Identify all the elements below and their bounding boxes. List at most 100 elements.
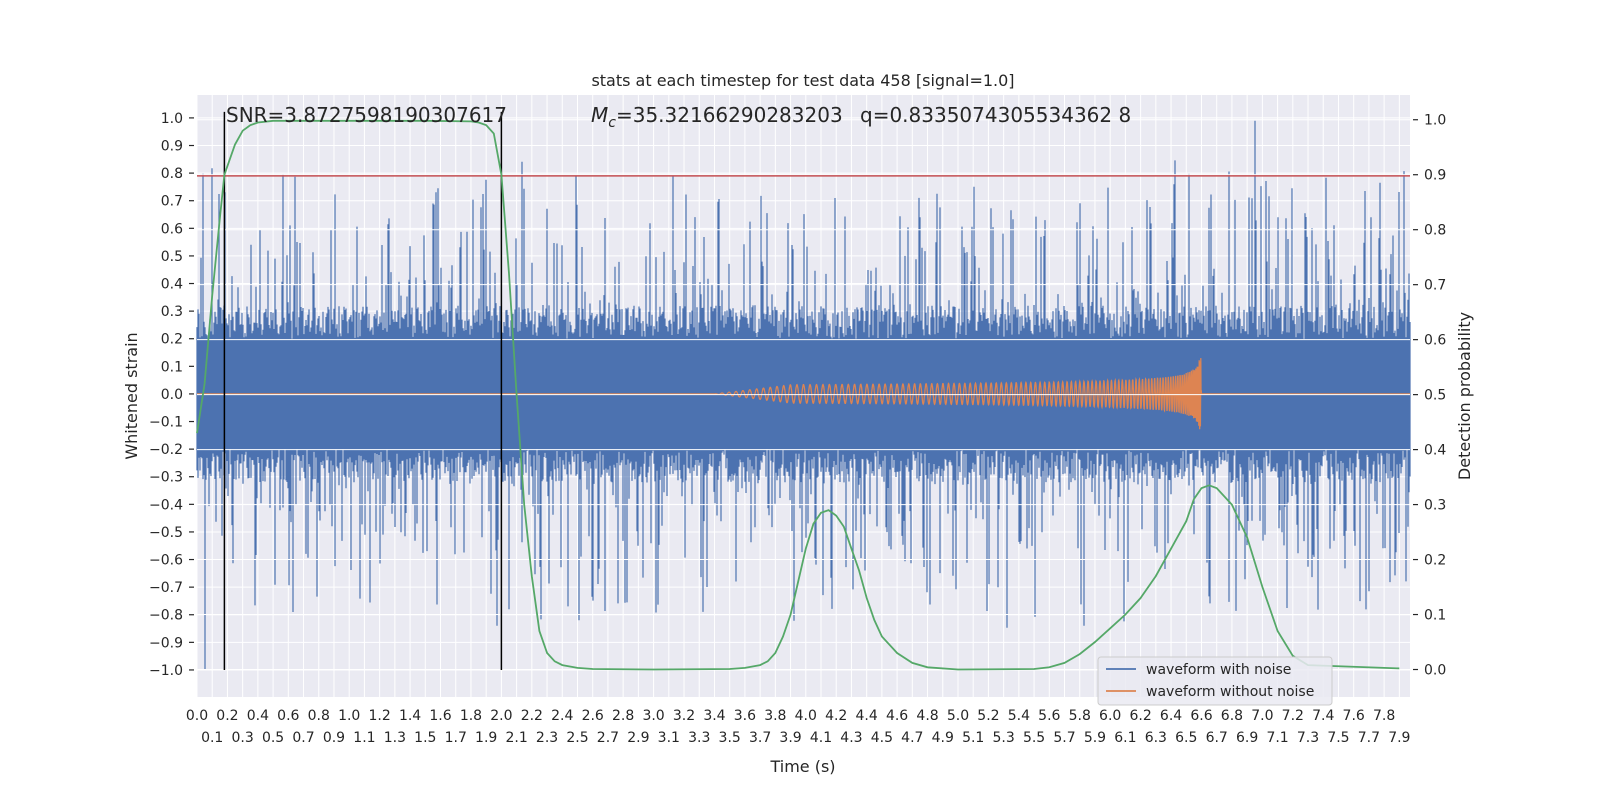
right-y-tick-label: 0.7 xyxy=(1424,278,1446,294)
x-tick-label: 6.3 xyxy=(1145,730,1167,746)
x-tick-label: 7.4 xyxy=(1312,708,1334,724)
x-tick-label: 5.6 xyxy=(1038,708,1060,724)
x-tick-label: 4.1 xyxy=(810,730,832,746)
x-tick-label: 5.4 xyxy=(1008,708,1030,724)
x-tick-label: 7.2 xyxy=(1282,708,1304,724)
x-tick-label: 6.8 xyxy=(1221,708,1243,724)
chart-title: stats at each timestep for test data 458… xyxy=(591,71,1014,90)
y-tick-label: −0.6 xyxy=(149,553,183,569)
right-y-tick-labels: 0.0 0.1 0.2 0.3 0.4 0.5 0.6 0.7 0.8 0.9 1.0 xyxy=(1413,113,1446,679)
right-y-tick-label: 0.4 xyxy=(1424,443,1446,459)
vertical-markers xyxy=(223,111,503,670)
y-tick-labels: −1.0 −0.9 −0.8 −0.7 −0.6 −0.5 −0.4 −0.3 −0.2 −0.1… xyxy=(149,111,194,679)
legend-label-clean: waveform without noise xyxy=(1146,684,1314,700)
x-tick-label: 4.3 xyxy=(840,730,862,746)
right-y-tick-label: 0.1 xyxy=(1424,608,1446,624)
x-tick-label: 1.6 xyxy=(429,708,451,724)
x-tick-label: 4.7 xyxy=(901,730,923,746)
y-tick-label: −0.8 xyxy=(149,608,183,624)
x-tick-label: 1.1 xyxy=(353,730,375,746)
x-tick-label: 2.7 xyxy=(597,730,619,746)
x-tick-label: 7.6 xyxy=(1343,708,1365,724)
x-tick-label: 5.7 xyxy=(1053,730,1075,746)
y-tick-label: 0.0 xyxy=(161,387,183,403)
x-tick-label: 5.1 xyxy=(962,730,984,746)
x-tick-label: 1.0 xyxy=(338,708,360,724)
x-tick-label: 3.9 xyxy=(779,730,801,746)
series-waveform-without-noise xyxy=(197,358,1410,430)
x-tick-label: 1.4 xyxy=(399,708,421,724)
x-tick-label: 6.2 xyxy=(1129,708,1151,724)
y-tick-label: 1.0 xyxy=(161,111,183,127)
x-tick-label: 5.9 xyxy=(1084,730,1106,746)
x-tick-label: 3.0 xyxy=(642,708,664,724)
x-tick-label: 7.8 xyxy=(1373,708,1395,724)
x-tick-label: 7.1 xyxy=(1266,730,1288,746)
x-tick-label: 5.3 xyxy=(993,730,1015,746)
series-detection-probability xyxy=(196,119,1400,671)
x-tick-label: 2.1 xyxy=(505,730,527,746)
y-tick-label: 0.7 xyxy=(161,194,183,210)
x-tick-label: 2.5 xyxy=(566,730,588,746)
x-tick-label: 2.8 xyxy=(612,708,634,724)
mc-value: =35.32166290283203 xyxy=(616,103,843,127)
y-tick-label: −0.2 xyxy=(149,442,183,458)
y-tick-label: −1.0 xyxy=(149,663,183,679)
mc-symbol: M xyxy=(591,103,608,127)
x-tick-label: 3.2 xyxy=(673,708,695,724)
x-tick-label: 0.3 xyxy=(232,730,254,746)
x-tick-label: 0.9 xyxy=(323,730,345,746)
x-tick-label: 7.9 xyxy=(1388,730,1410,746)
x-tick-label: 6.7 xyxy=(1206,730,1228,746)
x-tick-label: 6.6 xyxy=(1190,708,1212,724)
x-tick-label: 3.3 xyxy=(688,730,710,746)
x-tick-label: 5.2 xyxy=(977,708,999,724)
legend-label-noise: waveform with noise xyxy=(1146,662,1291,678)
x-tick-label: 3.4 xyxy=(703,708,725,724)
right-y-tick-label: 1.0 xyxy=(1424,113,1446,129)
x-tick-label: 7.0 xyxy=(1251,708,1273,724)
mc-annotation: Mc=35.32166290283203 xyxy=(591,103,843,131)
x-tick-label: 0.2 xyxy=(216,708,238,724)
x-tick-label: 1.3 xyxy=(384,730,406,746)
right-y-tick-label: 0.2 xyxy=(1424,553,1446,569)
y-axis-label: Whitened strain xyxy=(122,332,141,459)
x-tick-label: 4.8 xyxy=(916,708,938,724)
y-tick-label: 0.1 xyxy=(161,359,183,375)
y-tick-label: −0.7 xyxy=(149,580,183,596)
y-tick-label: 0.4 xyxy=(161,277,183,293)
y-tick-label: 0.9 xyxy=(161,139,183,155)
x-tick-labels: 0.0 0.1 0.2 0.3 0.4 0.5 0.6 0.7 0.8 0.9 1.0 1.1 1.2 1… xyxy=(186,708,1411,746)
x-tick-label: 4.2 xyxy=(825,708,847,724)
x-tick-label: 7.5 xyxy=(1327,730,1349,746)
x-tick-label: 0.8 xyxy=(308,708,330,724)
x-tick-label: 1.5 xyxy=(414,730,436,746)
y-tick-label: −0.9 xyxy=(149,635,183,651)
legend-box xyxy=(1097,656,1333,706)
legend: waveform with noise waveform without noi… xyxy=(1097,656,1333,706)
snr-annotation: SNR=3.8727598190307617 xyxy=(226,103,507,127)
mc-subscript: c xyxy=(608,115,616,131)
x-tick-label: 0.4 xyxy=(247,708,269,724)
x-tick-label: 5.0 xyxy=(947,708,969,724)
right-y-tick-label: 0.3 xyxy=(1424,498,1446,514)
x-tick-label: 3.8 xyxy=(764,708,786,724)
y-tick-label: −0.5 xyxy=(149,525,183,541)
overlap-annotation: q=0.8335074305534362 8 xyxy=(860,103,1131,127)
x-tick-label: 5.5 xyxy=(1023,730,1045,746)
x-tick-label: 0.0 xyxy=(186,708,208,724)
x-tick-label: 3.6 xyxy=(734,708,756,724)
y-tick-label: −0.1 xyxy=(149,415,183,431)
right-y-tick-label: 0.8 xyxy=(1424,223,1446,239)
x-tick-label: 4.6 xyxy=(886,708,908,724)
x-tick-label: 6.4 xyxy=(1160,708,1182,724)
x-tick-label: 0.1 xyxy=(201,730,223,746)
x-tick-label: 6.9 xyxy=(1236,730,1258,746)
x-axis-label: Time (s) xyxy=(769,757,835,776)
series-waveform-with-noise xyxy=(196,120,1411,670)
x-tick-label: 4.9 xyxy=(932,730,954,746)
y-tick-label: 0.6 xyxy=(161,221,183,237)
x-tick-label: 5.8 xyxy=(1069,708,1091,724)
x-tick-label: 2.6 xyxy=(582,708,604,724)
